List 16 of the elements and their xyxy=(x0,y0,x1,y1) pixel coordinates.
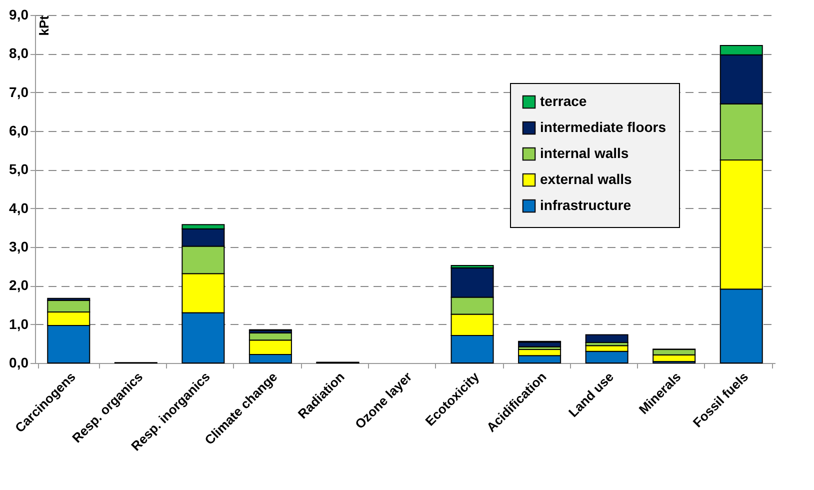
legend-label: internal walls xyxy=(540,145,629,161)
y-tick-label: 6,0 xyxy=(9,122,29,138)
legend-label: infrastructure xyxy=(540,197,632,213)
y-tick-label: 1,0 xyxy=(9,316,29,332)
legend-label: terrace xyxy=(540,93,587,109)
y-tick-label: 7,0 xyxy=(9,84,29,100)
legend-label: external walls xyxy=(540,171,632,187)
y-tick-label: 2,0 xyxy=(9,277,29,294)
y-tick-label: 3,0 xyxy=(9,238,29,254)
legend-label: intermediate floors xyxy=(540,119,666,135)
y-tick-label: 4,0 xyxy=(9,200,29,216)
y-tick-label: 8,0 xyxy=(9,45,29,62)
y-tick-label: 5,0 xyxy=(9,161,29,178)
y-axis-title: kPt xyxy=(36,14,52,36)
y-tick-label: 0,0 xyxy=(9,354,29,370)
y-tick-label: 9,0 xyxy=(9,6,29,22)
